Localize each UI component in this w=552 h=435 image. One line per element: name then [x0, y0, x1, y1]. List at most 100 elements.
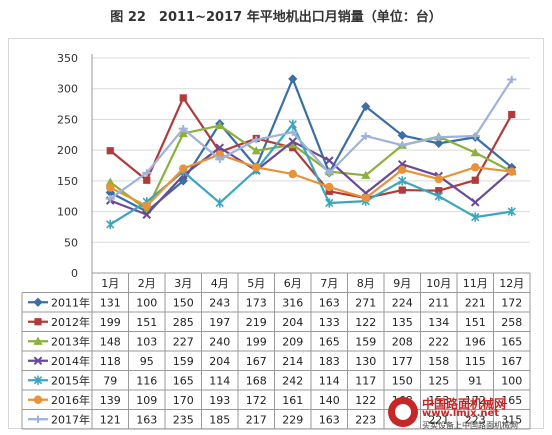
- data-point: [507, 206, 516, 217]
- data-point: [471, 163, 480, 172]
- data-table-cell: 125: [428, 374, 449, 387]
- data-point: [33, 375, 43, 385]
- data-table-cell: 109: [136, 394, 157, 407]
- data-table-cell: 211: [428, 296, 449, 309]
- data-point: [33, 395, 43, 404]
- data-point: [288, 140, 298, 149]
- data-table-cell: 177: [392, 355, 413, 368]
- data-table-cell: 316: [282, 296, 303, 309]
- data-table-cell: 163: [136, 413, 157, 426]
- data-table-cell: 134: [428, 316, 449, 329]
- data-table-cell: 163: [319, 296, 340, 309]
- watermark-name: 中国路面机械网: [422, 397, 507, 411]
- data-table-cell: 196: [465, 335, 486, 348]
- data-table-cell: 151: [136, 316, 157, 329]
- data-table-cell: 235: [173, 413, 194, 426]
- data-point: [33, 356, 43, 366]
- x-tick-label: 8月: [357, 277, 375, 290]
- data-table-cell: 122: [355, 316, 376, 329]
- data-point: [435, 187, 443, 195]
- y-tick-label: 300: [57, 83, 78, 96]
- legend-label: 2012年: [51, 315, 90, 329]
- x-tick-label: 12月: [499, 277, 524, 290]
- series-line: [109, 124, 513, 211]
- data-table-cell: 151: [465, 316, 486, 329]
- data-table-cell: 158: [428, 355, 449, 368]
- data-table-cell: 150: [173, 296, 194, 309]
- data-point: [288, 169, 297, 179]
- data-table-cell: 167: [246, 355, 267, 368]
- series-2017年: [105, 75, 517, 203]
- data-point: [33, 297, 43, 307]
- data-point: [470, 132, 480, 140]
- legend-label: 2017年: [51, 412, 90, 426]
- data-table-cell: 91: [468, 374, 482, 387]
- data-point: [508, 110, 516, 119]
- data-point: [361, 132, 371, 140]
- data-point: [215, 143, 225, 152]
- data-point: [178, 128, 188, 138]
- series-line: [109, 96, 513, 200]
- data-point: [288, 119, 297, 129]
- data-point: [434, 133, 444, 141]
- data-table-cell: 165: [501, 394, 522, 407]
- x-tick-label: 6月: [284, 277, 302, 290]
- series-line: [109, 77, 513, 213]
- data-point: [105, 177, 115, 186]
- data-table-cell: 172: [246, 394, 267, 407]
- data-table-cell: 114: [319, 374, 340, 387]
- data-point: [398, 186, 406, 194]
- data-point: [397, 141, 407, 149]
- x-tick-label: 5月: [247, 277, 265, 290]
- data-table-cell: 221: [428, 413, 449, 426]
- y-tick-label: 150: [57, 175, 78, 188]
- x-tick-label: 4月: [211, 277, 229, 290]
- data-point: [178, 125, 188, 133]
- data-table-cell: 227: [173, 335, 194, 348]
- legend-entry: 2013年: [28, 334, 90, 348]
- data-table-cell: 240: [209, 335, 230, 348]
- data-point: [324, 169, 334, 177]
- data-table-cell: 258: [501, 316, 522, 329]
- data-point: [325, 182, 334, 192]
- data-point: [325, 198, 334, 208]
- data-table-cell: 130: [355, 355, 376, 368]
- data-table-cell: 118: [100, 355, 121, 368]
- data-point: [398, 176, 407, 186]
- watermark: 中国路面机械网 www.lmjx.net 买卖设备上中国路面机械网: [388, 395, 548, 431]
- data-table-cell: 224: [392, 296, 413, 309]
- data-point: [507, 167, 516, 176]
- data-table-cell: 117: [355, 374, 376, 387]
- data-point: [251, 146, 261, 155]
- data-point: [361, 101, 371, 112]
- legend-label: 2013年: [51, 334, 90, 348]
- data-table-cell: 135: [392, 316, 413, 329]
- data-table-cell: 95: [140, 355, 154, 368]
- data-point: [470, 198, 480, 207]
- data-table-cell: 131: [100, 296, 121, 309]
- data-table-cell: 208: [392, 335, 413, 348]
- data-point: [288, 128, 298, 136]
- data-table-cell: 139: [100, 394, 121, 407]
- data-point: [106, 147, 114, 155]
- x-tick-label: 7月: [320, 277, 338, 290]
- series-line: [109, 123, 512, 226]
- data-table-cell: 150: [392, 374, 413, 387]
- y-tick-label: 0: [71, 267, 78, 280]
- data-point: [215, 198, 224, 208]
- data-point: [143, 176, 151, 184]
- y-tick-label: 200: [57, 144, 78, 157]
- data-table-cell: 165: [501, 335, 522, 348]
- data-point: [33, 415, 43, 423]
- series-line: [109, 153, 512, 208]
- data-point: [179, 94, 187, 102]
- data-point: [288, 137, 298, 146]
- watermark-url: www.lmjx.net: [422, 408, 500, 419]
- data-table-cell: 204: [282, 316, 303, 329]
- data-table-cell: 183: [319, 355, 340, 368]
- data-table-cell: 214: [282, 355, 303, 368]
- legend-entry: 2017年: [28, 412, 90, 426]
- data-table-cell: 115: [465, 355, 486, 368]
- data-table-cell: 140: [319, 394, 340, 407]
- data-table-cell: 159: [173, 355, 194, 368]
